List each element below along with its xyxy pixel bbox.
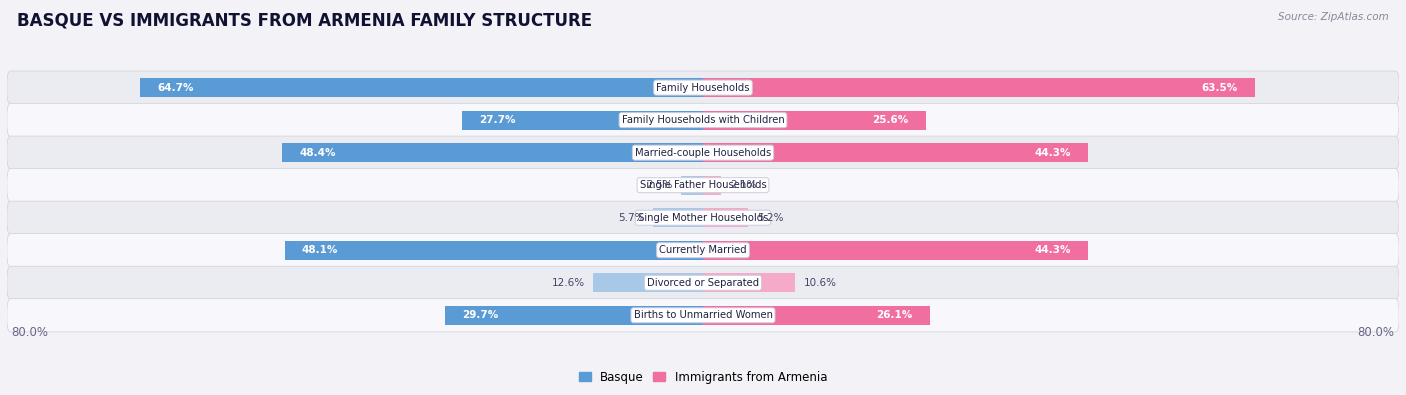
Text: 25.6%: 25.6% bbox=[872, 115, 908, 125]
Bar bbox=[703, 111, 925, 130]
Text: 80.0%: 80.0% bbox=[11, 326, 48, 339]
Text: 48.4%: 48.4% bbox=[299, 148, 336, 158]
Bar bbox=[703, 306, 929, 325]
Bar bbox=[283, 143, 703, 162]
Bar bbox=[703, 176, 721, 195]
Text: Currently Married: Currently Married bbox=[659, 245, 747, 255]
Text: 5.7%: 5.7% bbox=[619, 213, 645, 223]
Text: 64.7%: 64.7% bbox=[157, 83, 194, 92]
Bar bbox=[284, 241, 703, 260]
Bar bbox=[703, 208, 748, 227]
FancyBboxPatch shape bbox=[7, 201, 1399, 234]
Text: BASQUE VS IMMIGRANTS FROM ARMENIA FAMILY STRUCTURE: BASQUE VS IMMIGRANTS FROM ARMENIA FAMILY… bbox=[17, 12, 592, 30]
Text: 2.5%: 2.5% bbox=[645, 180, 672, 190]
Text: 48.1%: 48.1% bbox=[302, 245, 339, 255]
Bar bbox=[444, 306, 703, 325]
Bar bbox=[141, 78, 703, 97]
Text: Family Households: Family Households bbox=[657, 83, 749, 92]
Text: Births to Unmarried Women: Births to Unmarried Women bbox=[634, 310, 772, 320]
Bar bbox=[703, 273, 796, 292]
FancyBboxPatch shape bbox=[7, 266, 1399, 299]
Bar bbox=[703, 241, 1088, 260]
Bar bbox=[703, 143, 1088, 162]
FancyBboxPatch shape bbox=[7, 136, 1399, 169]
Text: 44.3%: 44.3% bbox=[1035, 148, 1071, 158]
Bar bbox=[682, 176, 703, 195]
Text: Single Father Households: Single Father Households bbox=[640, 180, 766, 190]
Text: Married-couple Households: Married-couple Households bbox=[636, 148, 770, 158]
Bar bbox=[593, 273, 703, 292]
Text: 5.2%: 5.2% bbox=[756, 213, 783, 223]
FancyBboxPatch shape bbox=[7, 234, 1399, 267]
FancyBboxPatch shape bbox=[7, 71, 1399, 104]
Text: 63.5%: 63.5% bbox=[1202, 83, 1239, 92]
Bar bbox=[463, 111, 703, 130]
Text: Source: ZipAtlas.com: Source: ZipAtlas.com bbox=[1278, 12, 1389, 22]
Text: 44.3%: 44.3% bbox=[1035, 245, 1071, 255]
FancyBboxPatch shape bbox=[7, 299, 1399, 332]
Text: 26.1%: 26.1% bbox=[876, 310, 912, 320]
Legend: Basque, Immigrants from Armenia: Basque, Immigrants from Armenia bbox=[579, 371, 827, 384]
Text: 2.1%: 2.1% bbox=[730, 180, 756, 190]
Text: 12.6%: 12.6% bbox=[551, 278, 585, 288]
FancyBboxPatch shape bbox=[7, 169, 1399, 202]
FancyBboxPatch shape bbox=[7, 103, 1399, 137]
Text: 29.7%: 29.7% bbox=[463, 310, 498, 320]
Text: 80.0%: 80.0% bbox=[1358, 326, 1395, 339]
Text: 10.6%: 10.6% bbox=[804, 278, 837, 288]
Text: 27.7%: 27.7% bbox=[479, 115, 516, 125]
Text: Single Mother Households: Single Mother Households bbox=[638, 213, 768, 223]
Text: Divorced or Separated: Divorced or Separated bbox=[647, 278, 759, 288]
Bar bbox=[703, 78, 1256, 97]
Text: Family Households with Children: Family Households with Children bbox=[621, 115, 785, 125]
Bar bbox=[654, 208, 703, 227]
